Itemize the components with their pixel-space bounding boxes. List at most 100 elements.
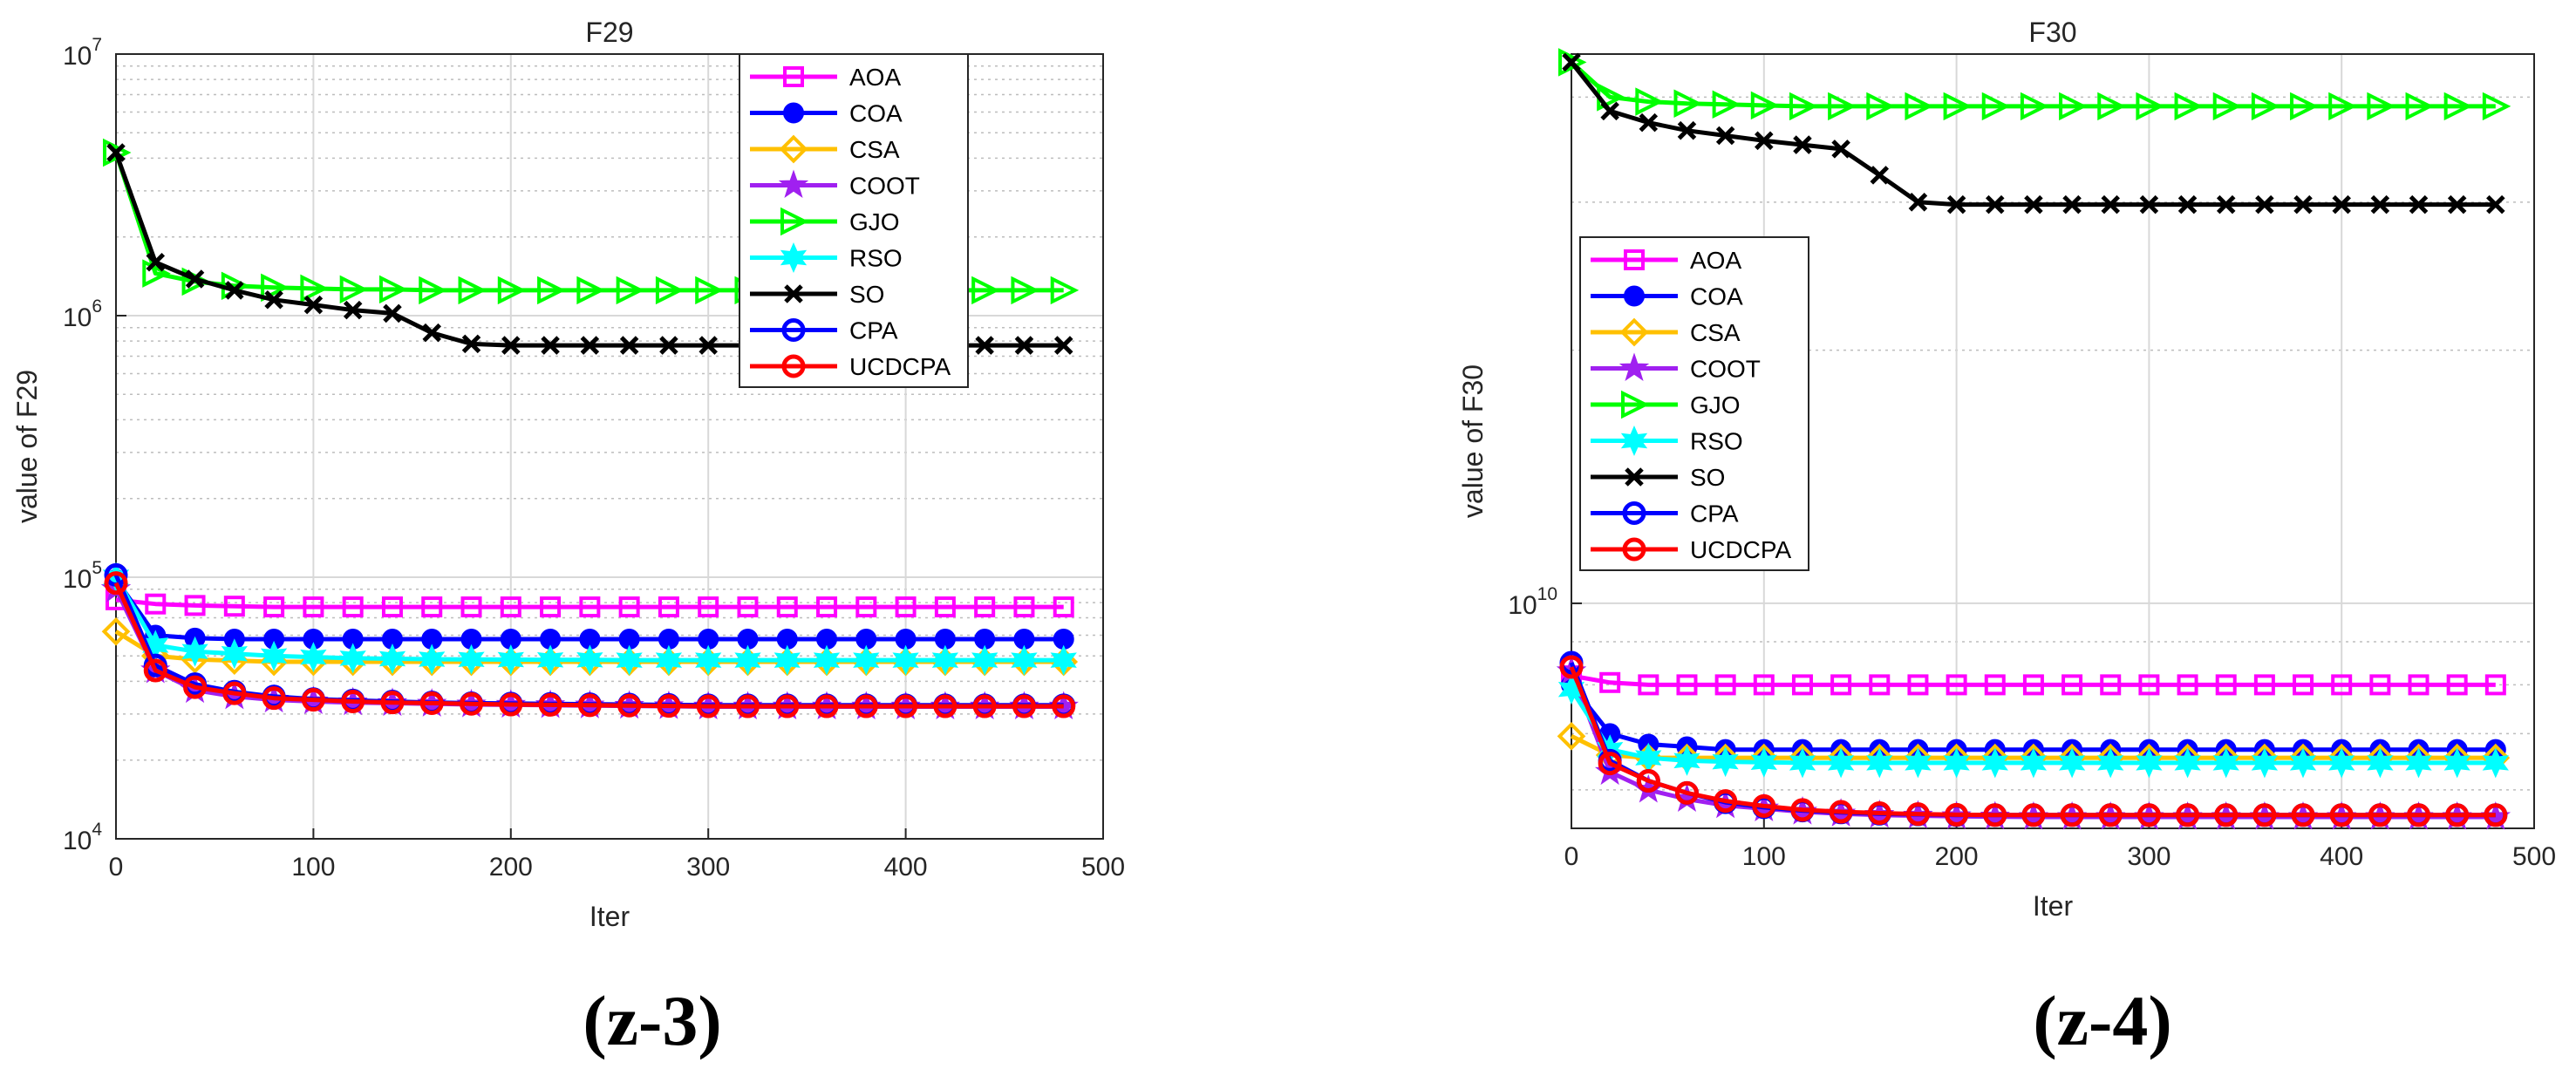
y-tick-base: 10 [63,565,92,594]
y-tick-exponent: 7 [92,35,102,55]
data-point-so [185,269,205,289]
data-point-ucdcpa [854,694,878,718]
data-point-so [659,336,678,355]
legend-entry-cpa: CPA [1591,500,1739,528]
legend-marker-rso [780,242,808,273]
legend-marker-cpa [781,318,806,342]
data-point-gjo [2174,92,2204,121]
legend-entry-csa: CSA [1591,317,1741,347]
data-point-gjo [576,276,605,305]
data-point-rso [892,644,919,676]
data-point-rso [695,644,722,676]
data-point-gjo [1750,91,1780,120]
data-point-gjo [261,273,290,303]
data-point-ucdcpa [894,694,918,718]
legend-label: COA [849,100,903,127]
data-point-aoa [2484,674,2506,696]
data-point-aoa [895,596,917,618]
legend-entry-gjo: GJO [750,207,900,236]
data-point-ucdcpa [657,694,681,718]
data-point-ucdcpa [419,691,444,715]
data-point-ucdcpa [814,694,839,718]
axes-box [1571,53,2535,829]
data-point-rso [734,644,761,676]
legend-label: RSO [849,245,903,272]
legend-entry-rso: RSO [750,242,903,273]
x-tick-label: 300 [2127,842,2171,871]
data-point-rso [1943,747,1970,779]
data-point-ucdcpa [1636,769,1660,793]
data-point-aoa [737,596,759,618]
data-point-aoa [1830,674,1852,696]
data-point-ucdcpa [696,694,720,718]
data-point-aoa [1984,674,2006,696]
data-point-rso [221,638,248,670]
data-point-so [2024,194,2043,214]
data-point-so [1053,336,1073,355]
data-point-gjo [2482,92,2511,121]
legend-entry-so: SO [750,281,884,308]
series-so [1562,52,2505,214]
data-point-ucdcpa [2098,803,2123,827]
data-point-rso [1011,644,1038,676]
legend-label: AOA [849,64,901,91]
data-point-so [1870,166,1890,185]
legend-label: CPA [849,317,898,344]
legend-label: GJO [1690,392,1741,419]
legend-marker-gjo [780,207,809,236]
data-point-aoa [2100,674,2122,696]
legend-entry-ucdcpa: UCDCPA [750,353,951,380]
data-point-rso [2328,747,2355,779]
data-point-ucdcpa [775,694,800,718]
data-point-aoa [855,596,877,618]
data-point-ucdcpa [2021,803,2046,827]
data-point-gjo [142,259,171,288]
data-point-rso [1827,747,1855,779]
x-tick-label: 300 [686,853,730,882]
data-point-aoa [1791,674,1813,696]
data-point-rso [853,644,880,676]
data-point-gjo [1866,92,1895,121]
legend-entry-ucdcpa: UCDCPA [1591,536,1791,563]
data-point-rso [2058,747,2086,779]
legend-label: RSO [1690,428,1743,455]
data-point-aoa [1053,596,1074,618]
data-point-gjo [1943,92,1973,121]
data-point-aoa [579,596,601,618]
series-line-gjo [1570,60,2496,109]
legend-label: COOT [849,173,920,200]
data-point-rso [181,636,208,667]
data-point-gjo [2443,92,2473,121]
data-point-so [1946,194,1966,214]
data-point-aoa [2138,674,2160,696]
legend-marker-coot [1619,352,1650,382]
data-point-ucdcpa [1945,802,1969,827]
data-point-rso [378,643,406,674]
legend-label: SO [1690,464,1725,491]
data-point-so [2409,194,2429,214]
series-group [100,138,1080,720]
data-point-so [580,336,600,355]
legend-marker-csa [779,134,808,164]
data-point-gjo [1558,48,1587,77]
data-point-aoa [303,596,324,618]
legend-marker-ucdcpa [781,354,806,378]
series-cpa [1559,650,2508,827]
data-point-aoa [1869,674,1891,696]
legend-marker-so [784,284,803,303]
data-point-gjo [2367,92,2395,121]
data-point-aoa [540,596,562,618]
data-point-so [975,336,994,355]
data-point-ucdcpa [1052,694,1076,718]
data-point-ucdcpa [2136,803,2161,827]
data-point-so [1562,52,1581,72]
series-group [1556,48,2511,830]
data-point-aoa [381,596,403,618]
data-point-rso [2020,747,2048,779]
data-point-so [619,336,639,355]
data-point-rso [971,644,998,676]
data-point-so [2447,194,2467,214]
data-point-ucdcpa [2484,803,2508,827]
data-point-rso [1712,746,1739,778]
data-point-gjo [2212,92,2242,121]
